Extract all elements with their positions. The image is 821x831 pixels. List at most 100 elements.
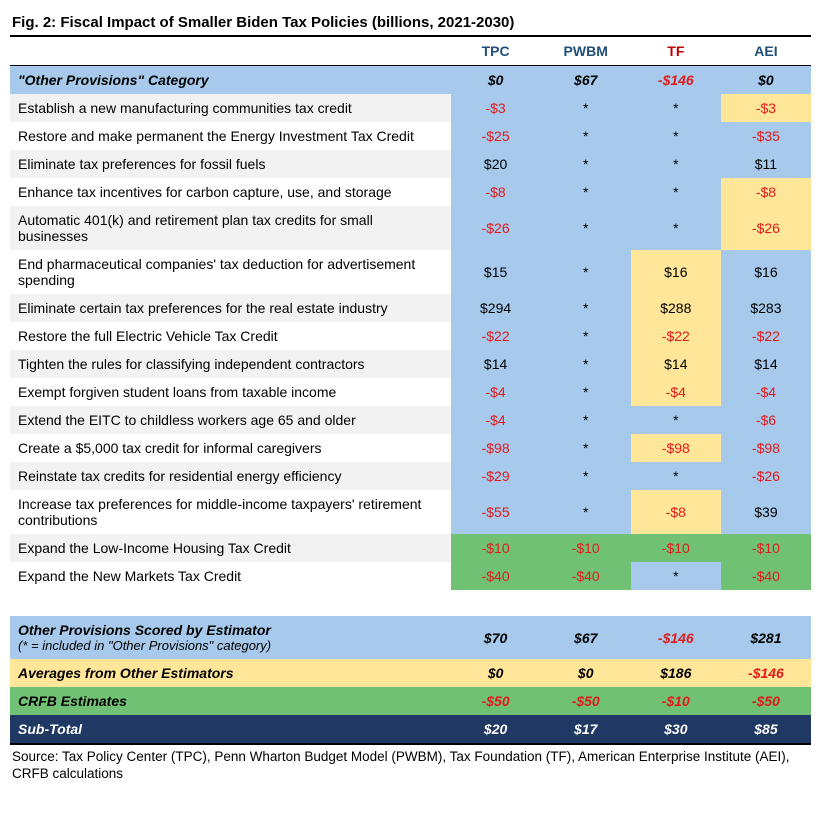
row-label: End pharmaceutical companies' tax deduct… (10, 250, 451, 294)
cell-value: $283 (721, 294, 811, 322)
table-row: Restore and make permanent the Energy In… (10, 122, 811, 150)
col-header: TPC (451, 36, 541, 66)
cell-value: $294 (451, 294, 541, 322)
cell-value: $20 (451, 150, 541, 178)
cell-value: -$3 (451, 94, 541, 122)
row-label: Establish a new manufacturing communitie… (10, 94, 451, 122)
row-label: Extend the EITC to childless workers age… (10, 406, 451, 434)
summary-value: $186 (631, 659, 721, 687)
table-row: Increase tax preferences for middle-inco… (10, 490, 811, 534)
cell-value: -$26 (721, 462, 811, 490)
cell-value: -$4 (721, 378, 811, 406)
cell-value: -$10 (631, 534, 721, 562)
cell-value: * (541, 294, 631, 322)
cell-value: $14 (721, 350, 811, 378)
cell-value: -$98 (721, 434, 811, 462)
row-label: Reinstate tax credits for residential en… (10, 462, 451, 490)
row-label: Automatic 401(k) and retirement plan tax… (10, 206, 451, 250)
cell-value: $11 (721, 150, 811, 178)
cell-value: * (541, 250, 631, 294)
table-row: End pharmaceutical companies' tax deduct… (10, 250, 811, 294)
table-row: Exempt forgiven student loans from taxab… (10, 378, 811, 406)
figure-title: Fig. 2: Fiscal Impact of Smaller Biden T… (10, 10, 811, 35)
header-blank (10, 36, 451, 66)
row-label: Restore and make permanent the Energy In… (10, 122, 451, 150)
table-row: Tighten the rules for classifying indepe… (10, 350, 811, 378)
cell-value: -$98 (451, 434, 541, 462)
cell-value: * (541, 434, 631, 462)
col-header: AEI (721, 36, 811, 66)
cell-value: * (631, 406, 721, 434)
summary-row: Averages from Other Estimators$0$0$186-$… (10, 659, 811, 687)
row-label: Expand the New Markets Tax Credit (10, 562, 451, 590)
category-value: $0 (721, 66, 811, 95)
row-label: Increase tax preferences for middle-inco… (10, 490, 451, 534)
cell-value: * (541, 322, 631, 350)
cell-value: * (541, 94, 631, 122)
cell-value: -$29 (451, 462, 541, 490)
cell-value: -$8 (721, 178, 811, 206)
cell-value: -$26 (451, 206, 541, 250)
cell-value: -$98 (631, 434, 721, 462)
cell-value: -$8 (451, 178, 541, 206)
table-row: Automatic 401(k) and retirement plan tax… (10, 206, 811, 250)
summary-value: $281 (721, 616, 811, 659)
row-label: Eliminate certain tax preferences for th… (10, 294, 451, 322)
summary-value: $70 (451, 616, 541, 659)
table-row: Eliminate certain tax preferences for th… (10, 294, 811, 322)
cell-value: * (631, 206, 721, 250)
summary-value: $17 (541, 715, 631, 743)
row-label: Tighten the rules for classifying indepe… (10, 350, 451, 378)
summary-label: Other Provisions Scored by Estimator(* =… (10, 616, 451, 659)
cell-value: -$6 (721, 406, 811, 434)
cell-value: -$35 (721, 122, 811, 150)
summary-value: $85 (721, 715, 811, 743)
summary-label: Averages from Other Estimators (10, 659, 451, 687)
cell-value: * (631, 122, 721, 150)
cell-value: -$40 (451, 562, 541, 590)
summary-value: $0 (541, 659, 631, 687)
col-header: TF (631, 36, 721, 66)
category-label: "Other Provisions" Category (10, 66, 451, 95)
cell-value: $15 (451, 250, 541, 294)
category-row: "Other Provisions" Category$0$67-$146$0 (10, 66, 811, 95)
summary-value: -$10 (631, 687, 721, 715)
cell-value: * (541, 178, 631, 206)
cell-value: -$22 (631, 322, 721, 350)
summary-value: $20 (451, 715, 541, 743)
table-row: Eliminate tax preferences for fossil fue… (10, 150, 811, 178)
summary-label: CRFB Estimates (10, 687, 451, 715)
cell-value: * (631, 178, 721, 206)
cell-value: * (631, 94, 721, 122)
table-row: Extend the EITC to childless workers age… (10, 406, 811, 434)
category-value: $67 (541, 66, 631, 95)
table-row: Expand the New Markets Tax Credit-$40-$4… (10, 562, 811, 590)
cell-value: -$4 (631, 378, 721, 406)
summary-value: -$50 (451, 687, 541, 715)
cell-value: * (541, 350, 631, 378)
cell-value: * (541, 150, 631, 178)
cell-value: * (541, 122, 631, 150)
cell-value: $14 (631, 350, 721, 378)
cell-value: -$3 (721, 94, 811, 122)
row-label: Eliminate tax preferences for fossil fue… (10, 150, 451, 178)
header-row: TPCPWBMTFAEI (10, 36, 811, 66)
cell-value: -$26 (721, 206, 811, 250)
cell-value: * (541, 406, 631, 434)
category-value: -$146 (631, 66, 721, 95)
table-row: Expand the Low-Income Housing Tax Credit… (10, 534, 811, 562)
cell-value: -$25 (451, 122, 541, 150)
summary-value: $30 (631, 715, 721, 743)
row-label: Create a $5,000 tax credit for informal … (10, 434, 451, 462)
cell-value: $288 (631, 294, 721, 322)
cell-value: -$8 (631, 490, 721, 534)
col-header: PWBM (541, 36, 631, 66)
summary-row: Sub-Total$20$17$30$85 (10, 715, 811, 743)
cell-value: -$22 (721, 322, 811, 350)
cell-value: -$40 (541, 562, 631, 590)
cell-value: * (541, 490, 631, 534)
table-row: Reinstate tax credits for residential en… (10, 462, 811, 490)
source-note: Source: Tax Policy Center (TPC), Penn Wh… (10, 743, 811, 783)
cell-value: $39 (721, 490, 811, 534)
row-label: Enhance tax incentives for carbon captur… (10, 178, 451, 206)
